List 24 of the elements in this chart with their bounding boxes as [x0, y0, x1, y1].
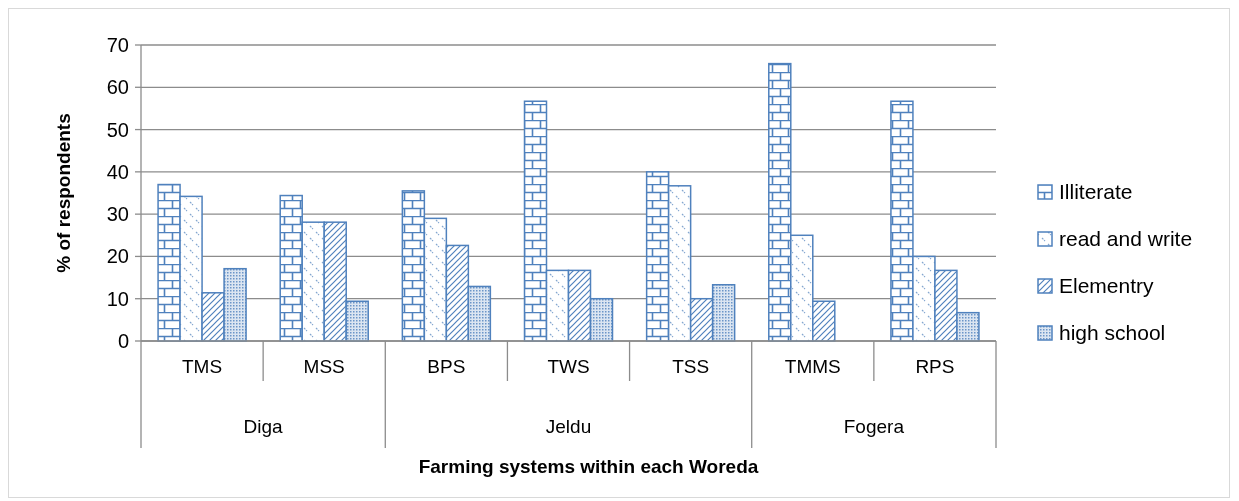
x-tick-label: RPS [915, 355, 955, 377]
x-tick-label: BPS [427, 355, 466, 377]
y-tick-label: 10 [106, 287, 129, 310]
x-axis-title: Farming systems within each Woreda [418, 455, 759, 477]
text: Fogera [843, 415, 905, 437]
y-tick-label: 0 [117, 330, 129, 352]
text: Jeldu [545, 415, 592, 437]
legend-label: Elementry [1059, 274, 1155, 298]
y-tick-label: 50 [106, 118, 129, 141]
x-tick-label: TSS [672, 355, 710, 377]
x-tick-label: TMS [182, 355, 223, 377]
y-tick-label: 30 [106, 203, 129, 226]
x-tick-label: MSS [303, 355, 345, 377]
y-axis-title: % of respondents [53, 113, 74, 273]
y-tick-label: 40 [106, 160, 129, 183]
legend-label: read and write [1059, 227, 1193, 251]
y-tick-label: 20 [106, 245, 129, 268]
y-tick-label: 70 [106, 34, 129, 56]
y-tick-label: 60 [106, 76, 129, 99]
legend-label: Illiterate [1059, 180, 1133, 204]
legend-label: high school [1059, 321, 1166, 345]
x-tick-label: TWS [547, 355, 590, 377]
x-tick-label: TMMS [784, 355, 841, 377]
text: Diga [243, 415, 284, 437]
